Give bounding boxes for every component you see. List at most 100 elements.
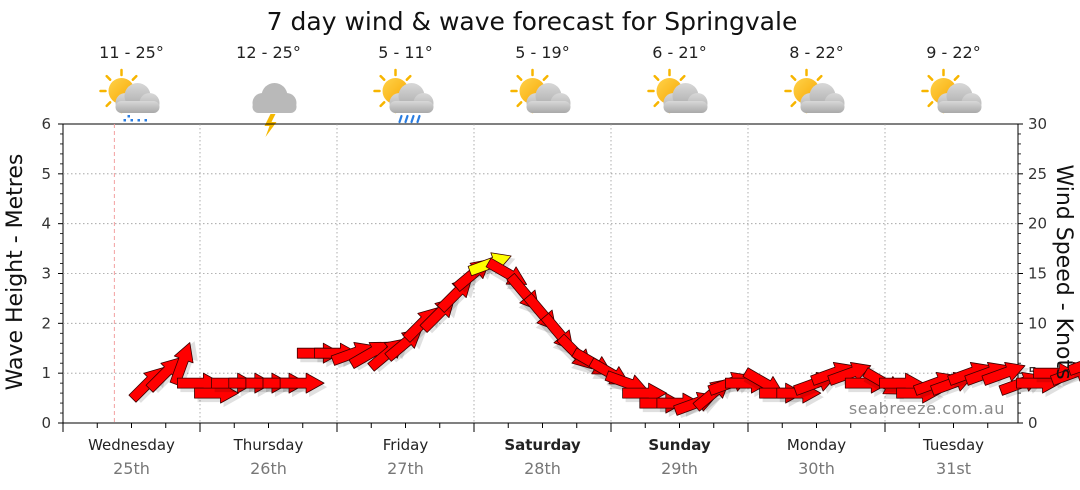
day-date-label: 27th bbox=[387, 459, 424, 478]
left-tick-label: 5 bbox=[41, 165, 51, 183]
sun-ray bbox=[679, 74, 686, 81]
temperature-range-label: 11 - 25° bbox=[99, 43, 164, 62]
lightning-bolt bbox=[264, 114, 277, 137]
cloud bbox=[389, 83, 434, 113]
temperature-range-label: 12 - 25° bbox=[236, 43, 301, 62]
wind-arrow bbox=[981, 362, 1030, 389]
right-tick-label: 0 bbox=[1028, 414, 1038, 432]
sun-ray bbox=[105, 101, 112, 108]
wind-arrow-body bbox=[279, 372, 325, 394]
drizzle-drop bbox=[123, 119, 126, 122]
drizzle-drop bbox=[127, 115, 130, 118]
cloud-base bbox=[937, 101, 982, 113]
sun-ray bbox=[405, 74, 412, 81]
day-labels: Wednesday 25th Thursday 26th Friday 27th Satur… bbox=[88, 436, 984, 478]
sun-ray bbox=[542, 74, 549, 81]
cloud bbox=[526, 83, 571, 113]
sun-ray bbox=[105, 74, 112, 81]
cloud-base bbox=[115, 101, 160, 113]
temperature-range-label: 5 - 11° bbox=[378, 43, 432, 62]
temperature-range-label: 8 - 22° bbox=[789, 43, 843, 62]
chart-title: 7 day wind & wave forecast for Springval… bbox=[267, 7, 798, 36]
sun-ray bbox=[927, 74, 934, 81]
temperature-range-label: 9 - 22° bbox=[926, 43, 980, 62]
cloud bbox=[252, 83, 297, 113]
partly-cloudy-icon bbox=[647, 68, 708, 114]
sun-ray bbox=[653, 74, 660, 81]
right-axis: 0 5 10 15 20 25 30 bbox=[1018, 115, 1047, 432]
wind-arrows bbox=[128, 252, 1080, 419]
partly-cloudy-icon bbox=[510, 68, 571, 114]
day-name-label: Friday bbox=[383, 436, 429, 454]
wind-arrow bbox=[194, 382, 242, 408]
sun-ray bbox=[953, 74, 960, 81]
sun-ray bbox=[790, 101, 797, 108]
sun-ray bbox=[927, 101, 934, 108]
left-tick-label: 2 bbox=[41, 314, 51, 332]
sun-cloud-drizzle-icon bbox=[99, 68, 160, 122]
cloud bbox=[663, 83, 708, 113]
cloud-base bbox=[526, 101, 571, 113]
watermark: seabreeze.com.au bbox=[849, 399, 1005, 418]
cloud-base bbox=[389, 101, 434, 113]
right-tick-label: 15 bbox=[1028, 265, 1047, 283]
day-name-label: Sunday bbox=[648, 436, 711, 454]
day-date-label: 31st bbox=[936, 459, 971, 478]
weather-icons bbox=[99, 68, 982, 137]
day-name-label: Tuesday bbox=[922, 436, 984, 454]
rain-drop bbox=[404, 114, 409, 124]
cloud-base bbox=[663, 101, 708, 113]
left-tick-label: 4 bbox=[41, 215, 51, 233]
right-tick-label: 10 bbox=[1028, 314, 1047, 332]
day-date-label: 29th bbox=[661, 459, 698, 478]
left-tick-label: 6 bbox=[41, 115, 51, 133]
wind-arrow bbox=[1067, 352, 1080, 379]
cloud-base bbox=[252, 101, 297, 113]
day-date-label: 25th bbox=[113, 459, 150, 478]
right-axis-title: Wind Speed - Knots bbox=[1051, 164, 1076, 379]
day-date-label: 30th bbox=[798, 459, 835, 478]
left-tick-label: 1 bbox=[41, 364, 51, 382]
wind-arrow bbox=[279, 372, 328, 398]
drizzle-drop bbox=[144, 119, 147, 122]
partly-cloudy-icon bbox=[921, 68, 982, 114]
sun-ray bbox=[516, 74, 523, 81]
rain-drop bbox=[398, 114, 403, 124]
cloud bbox=[937, 83, 982, 113]
right-tick-label: 25 bbox=[1028, 165, 1047, 183]
sun-ray bbox=[131, 74, 138, 81]
right-tick-label: 30 bbox=[1028, 115, 1047, 133]
rain-drop bbox=[410, 114, 415, 124]
right-tick-label: 20 bbox=[1028, 215, 1047, 233]
x-axis bbox=[62, 423, 989, 432]
temperature-range-label: 5 - 19° bbox=[515, 43, 569, 62]
wind-arrow-body bbox=[981, 362, 1026, 386]
cloud bbox=[800, 83, 845, 113]
drizzle-drop bbox=[137, 119, 140, 122]
rain-drop bbox=[416, 114, 421, 124]
left-tick-label: 3 bbox=[41, 265, 51, 283]
partly-cloudy-icon bbox=[784, 68, 845, 114]
drizzle-drop bbox=[130, 119, 133, 122]
temperature-labels: 11 - 25° 12 - 25° 5 - 11° 5 - 19° 6 - 21° 8 -… bbox=[99, 43, 981, 62]
cloud-base bbox=[800, 101, 845, 113]
day-name-label: Thursday bbox=[233, 436, 304, 454]
sun-ray bbox=[516, 101, 523, 108]
wind-arrow-body bbox=[1067, 352, 1080, 376]
day-name-label: Saturday bbox=[504, 436, 581, 454]
sun-cloud-rain-icon bbox=[373, 68, 434, 124]
sun-ray bbox=[379, 74, 386, 81]
sun-ray bbox=[790, 74, 797, 81]
temperature-range-label: 6 - 21° bbox=[652, 43, 706, 62]
right-tick-label: 5 bbox=[1028, 364, 1038, 382]
wind-arrow bbox=[827, 362, 875, 389]
day-date-label: 26th bbox=[250, 459, 287, 478]
sun-ray bbox=[653, 101, 660, 108]
storm-cloud-icon bbox=[252, 83, 297, 137]
day-name-label: Monday bbox=[787, 436, 846, 454]
sun-ray bbox=[379, 101, 386, 108]
day-name-label: Wednesday bbox=[88, 436, 175, 454]
left-tick-label: 0 bbox=[41, 414, 51, 432]
day-date-label: 28th bbox=[524, 459, 561, 478]
